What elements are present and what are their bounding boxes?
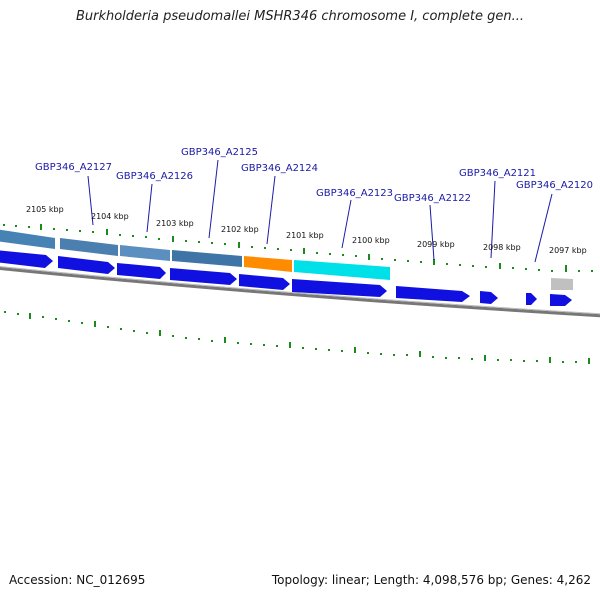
scale-label: 2103 kbp — [156, 219, 194, 228]
gene-segment[interactable] — [294, 260, 390, 280]
gene-label[interactable]: GBP346_A2122 — [394, 193, 471, 204]
gene-arrow[interactable] — [117, 263, 166, 279]
gene-segment[interactable] — [0, 229, 55, 249]
map-title: Burkholderia pseudomallei MSHR346 chromo… — [75, 9, 525, 24]
chromosome-backbone — [0, 266, 600, 318]
scale-label: 2105 kbp — [26, 205, 64, 214]
scale-label: 2104 kbp — [91, 212, 129, 221]
gene-arrow[interactable] — [170, 268, 237, 285]
gene-segment[interactable] — [551, 278, 573, 290]
scale-label: 2099 kbp — [417, 240, 455, 249]
topology-text: Topology: linear; Length: 4,098,576 bp; … — [271, 573, 591, 587]
gene-label[interactable]: GBP346_A2126 — [116, 171, 193, 182]
inner-tick-ring — [4, 311, 590, 364]
gene-label[interactable]: GBP346_A2124 — [241, 163, 318, 174]
scale-label: 2102 kbp — [221, 225, 259, 234]
gene-segment[interactable] — [60, 238, 118, 256]
outer-tick-ring — [3, 224, 593, 272]
gene-label[interactable]: GBP346_A2121 — [459, 168, 536, 179]
gene-arrow[interactable] — [550, 294, 572, 306]
gene-label[interactable]: GBP346_A2125 — [181, 147, 258, 158]
label-leaders — [87, 159, 553, 263]
gene-arrow[interactable] — [526, 293, 537, 305]
steel-gene-row — [0, 229, 573, 290]
gene-segment[interactable] — [244, 256, 292, 272]
gene-labels: GBP346_A2127 GBP346_A2126 GBP346_A2125 G… — [35, 147, 593, 204]
gene-label[interactable]: GBP346_A2120 — [516, 180, 593, 191]
blue-gene-row — [0, 250, 572, 306]
gene-label[interactable]: GBP346_A2127 — [35, 162, 112, 173]
scale-label: 2098 kbp — [483, 243, 521, 252]
scale-label: 2101 kbp — [286, 231, 324, 240]
scale-label: 2097 kbp — [549, 246, 587, 255]
gene-arrow[interactable] — [292, 279, 387, 297]
gene-segment[interactable] — [172, 250, 242, 267]
gene-label[interactable]: GBP346_A2123 — [316, 188, 393, 199]
gene-arrow[interactable] — [396, 286, 470, 302]
scale-label: 2100 kbp — [352, 236, 390, 245]
gene-arrow[interactable] — [239, 274, 290, 290]
gene-segment[interactable] — [120, 245, 170, 261]
accession-text: Accession: NC_012695 — [9, 573, 146, 587]
scale-labels: 2105 kbp 2104 kbp 2103 kbp 2102 kbp 2101… — [26, 205, 587, 255]
gene-arrow[interactable] — [480, 291, 498, 304]
gene-arrow[interactable] — [58, 256, 115, 274]
gene-arrow[interactable] — [0, 250, 53, 268]
